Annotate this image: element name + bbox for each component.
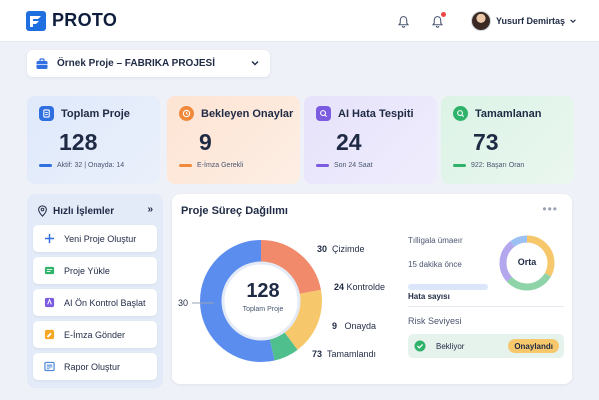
stat-title: Tamamlanan <box>475 107 542 120</box>
legend-value: 30 <box>317 244 328 254</box>
logo-mark-icon <box>26 10 46 31</box>
last-update-time: 15 dakika önce <box>408 260 462 269</box>
upload-project-button[interactable]: Proje Yükle <box>33 257 157 284</box>
ai-search-icon <box>316 106 331 121</box>
donut-inner-ring <box>221 261 301 341</box>
document-icon <box>39 106 54 121</box>
quick-action-label: Rapor Oluştur <box>64 361 121 372</box>
plus-icon <box>43 233 55 245</box>
top-bar: PROTO Yusurf Demirtaş <box>0 0 599 42</box>
stat-sub: E-İmza Gerekli <box>197 162 244 169</box>
quick-action-label: Proje Yükle <box>64 265 110 276</box>
stat-value: 128 <box>59 129 98 155</box>
app-name: PROTO <box>52 10 118 30</box>
quick-action-label: E-İmza Gönder <box>64 329 126 340</box>
leader-line <box>192 302 214 304</box>
stat-card-pending-approvals[interactable]: Bekleyen Onaylar 9 E-İmza Gerekli <box>167 96 300 184</box>
error-count-label: Hata sayısı <box>408 292 450 301</box>
donut-slice-kontrolde[interactable] <box>200 240 322 362</box>
status-side-panel: Tılligala ümaeır 15 dakika önce Hata say… <box>408 232 564 372</box>
process-donut-chart <box>200 240 322 362</box>
legend-review: 24 Kontrolde <box>334 282 385 292</box>
donut-left-value: 30 <box>178 298 189 308</box>
quick-actions-panel: Hızlı İşlemler » Yeni Proje Oluştur Proj… <box>27 194 163 388</box>
project-select[interactable]: Örnek Proje – FABRIKA PROJESİ <box>27 50 270 77</box>
stat-bar <box>316 164 329 167</box>
legend-approval: 9 Onayda <box>332 321 376 331</box>
briefcase-icon <box>36 57 48 69</box>
report-icon <box>43 361 55 373</box>
donut-slice-tamamlandı[interactable] <box>200 240 322 362</box>
chevron-down-icon <box>251 61 259 66</box>
stat-bar <box>453 164 466 167</box>
stat-card-completed[interactable]: Tamamlanan 73 922: Başarı Oran <box>441 96 574 184</box>
update-progress-bar <box>408 284 488 290</box>
risk-ring-label: Orta <box>517 257 537 267</box>
process-distribution-card: Proje Süreç Dağılımı ••• 128 Toplam Proj… <box>172 194 572 384</box>
risk-level-title: Risk Seviyesi <box>408 316 462 326</box>
stat-sub: Aktif: 32 | Onayda: 14 <box>57 162 125 169</box>
legend-label: Tamamlandı <box>327 349 377 359</box>
ai-precheck-button[interactable]: AI Ön Kontrol Başlat <box>33 289 157 316</box>
stat-card-ai-errors[interactable]: AI Hata Tespiti 24 Son 24 Saat <box>304 96 437 184</box>
chevron-down-icon[interactable] <box>569 17 577 25</box>
stat-value: 24 <box>336 129 362 155</box>
alerts-button[interactable] <box>427 10 449 32</box>
notification-dot <box>440 12 446 17</box>
stat-bar <box>179 164 192 167</box>
legend-label: Onayda <box>344 321 377 331</box>
legend-value: 73 <box>312 349 323 359</box>
check-search-icon <box>453 106 468 121</box>
check-circle-icon <box>414 340 426 352</box>
divider <box>408 306 564 307</box>
app-logo[interactable]: PROTO <box>26 10 117 31</box>
legend-value: 24 <box>334 282 345 292</box>
legend-label: Kontrolde <box>346 282 386 292</box>
signature-icon <box>43 329 55 341</box>
more-options-icon[interactable]: ••• <box>542 202 558 216</box>
donut-center-value: 128 <box>246 280 280 302</box>
donut-center <box>223 263 299 339</box>
stat-sub: Son 24 Saat <box>334 162 373 169</box>
risk-status-row[interactable]: Bekliyor Onaylandı <box>408 334 564 358</box>
card-title: Proje Süreç Dağılımı <box>181 205 288 217</box>
expand-button[interactable]: » <box>147 204 153 215</box>
approved-badge[interactable]: Onaylandı <box>508 339 559 353</box>
quick-actions-title: Hızlı İşlemler <box>53 205 115 217</box>
legend-completed: 73 Tamamlandı <box>312 349 376 359</box>
quick-action-label: AI Ön Kontrol Başlat <box>64 297 146 308</box>
risk-status-text: Bekliyor <box>436 341 465 351</box>
stat-title: Bekleyen Onaylar <box>201 107 294 120</box>
bell-icon <box>398 15 410 28</box>
legend-label: Çizimde <box>332 244 365 254</box>
legend-drawing: 30 Çizimde <box>317 244 365 254</box>
bell-alert-icon <box>432 15 444 28</box>
last-update-label: Tılligala ümaeır <box>408 236 463 245</box>
stat-title: Toplam Proje <box>61 107 130 120</box>
avatar[interactable] <box>470 11 491 31</box>
clock-icon <box>179 106 194 121</box>
legend-value: 9 <box>332 321 338 331</box>
ai-icon <box>43 297 55 309</box>
new-project-button[interactable]: Yeni Proje Oluştur <box>33 225 157 252</box>
donut-center-label: Toplam Proje <box>242 306 284 313</box>
stat-bar <box>39 164 52 167</box>
stat-sub: 922: Başarı Oran <box>471 162 525 169</box>
stat-title: AI Hata Tespiti <box>338 107 414 120</box>
stat-card-total-projects[interactable]: Toplam Proje 128 Aktif: 32 | Onayda: 14 <box>27 96 160 184</box>
stat-value: 73 <box>473 129 499 155</box>
user-name[interactable]: Yusurf Demirtaş <box>495 16 565 26</box>
project-select-value: Örnek Proje – FABRIKA PROJESİ <box>57 58 216 69</box>
upload-icon <box>43 265 55 277</box>
risk-ring-gauge <box>499 235 555 291</box>
notifications-button[interactable] <box>393 10 415 32</box>
quick-action-label: Yeni Proje Oluştur <box>64 233 137 244</box>
location-pin-icon <box>38 205 47 217</box>
create-report-button[interactable]: Rapor Oluştur <box>33 353 157 380</box>
e-signature-button[interactable]: E-İmza Gönder <box>33 321 157 348</box>
stat-value: 9 <box>199 129 212 155</box>
